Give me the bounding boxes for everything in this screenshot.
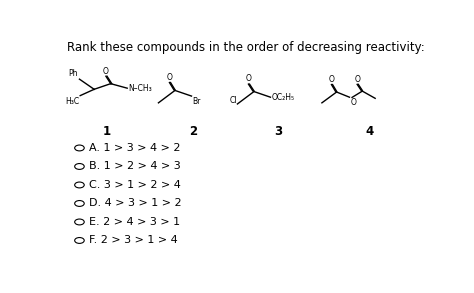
Text: Rank these compounds in the order of decreasing reactivity:: Rank these compounds in the order of dec… xyxy=(66,41,424,54)
Text: 2: 2 xyxy=(189,125,197,138)
Text: Br: Br xyxy=(192,97,201,106)
Text: C. 3 > 1 > 2 > 4: C. 3 > 1 > 2 > 4 xyxy=(89,180,181,190)
Text: E. 2 > 4 > 3 > 1: E. 2 > 4 > 3 > 1 xyxy=(89,217,180,227)
Text: A. 1 > 3 > 4 > 2: A. 1 > 3 > 4 > 2 xyxy=(89,143,180,153)
Text: N–CH₃: N–CH₃ xyxy=(128,84,152,93)
Text: 1: 1 xyxy=(103,125,111,138)
Text: O: O xyxy=(350,98,356,107)
Text: Ph: Ph xyxy=(68,69,78,78)
Text: B. 1 > 2 > 4 > 3: B. 1 > 2 > 4 > 3 xyxy=(89,161,181,171)
Text: O: O xyxy=(246,74,252,84)
Text: H₃C: H₃C xyxy=(65,96,79,105)
Text: Cl: Cl xyxy=(230,96,237,105)
Text: O: O xyxy=(102,67,108,76)
Text: 4: 4 xyxy=(365,125,374,138)
Text: 3: 3 xyxy=(274,125,282,138)
Text: O: O xyxy=(355,75,360,84)
Text: OC₂H₅: OC₂H₅ xyxy=(271,93,294,102)
Text: O: O xyxy=(167,73,173,82)
Text: F. 2 > 3 > 1 > 4: F. 2 > 3 > 1 > 4 xyxy=(89,236,177,246)
Text: D. 4 > 3 > 1 > 2: D. 4 > 3 > 1 > 2 xyxy=(89,198,181,208)
Text: O: O xyxy=(329,75,335,84)
